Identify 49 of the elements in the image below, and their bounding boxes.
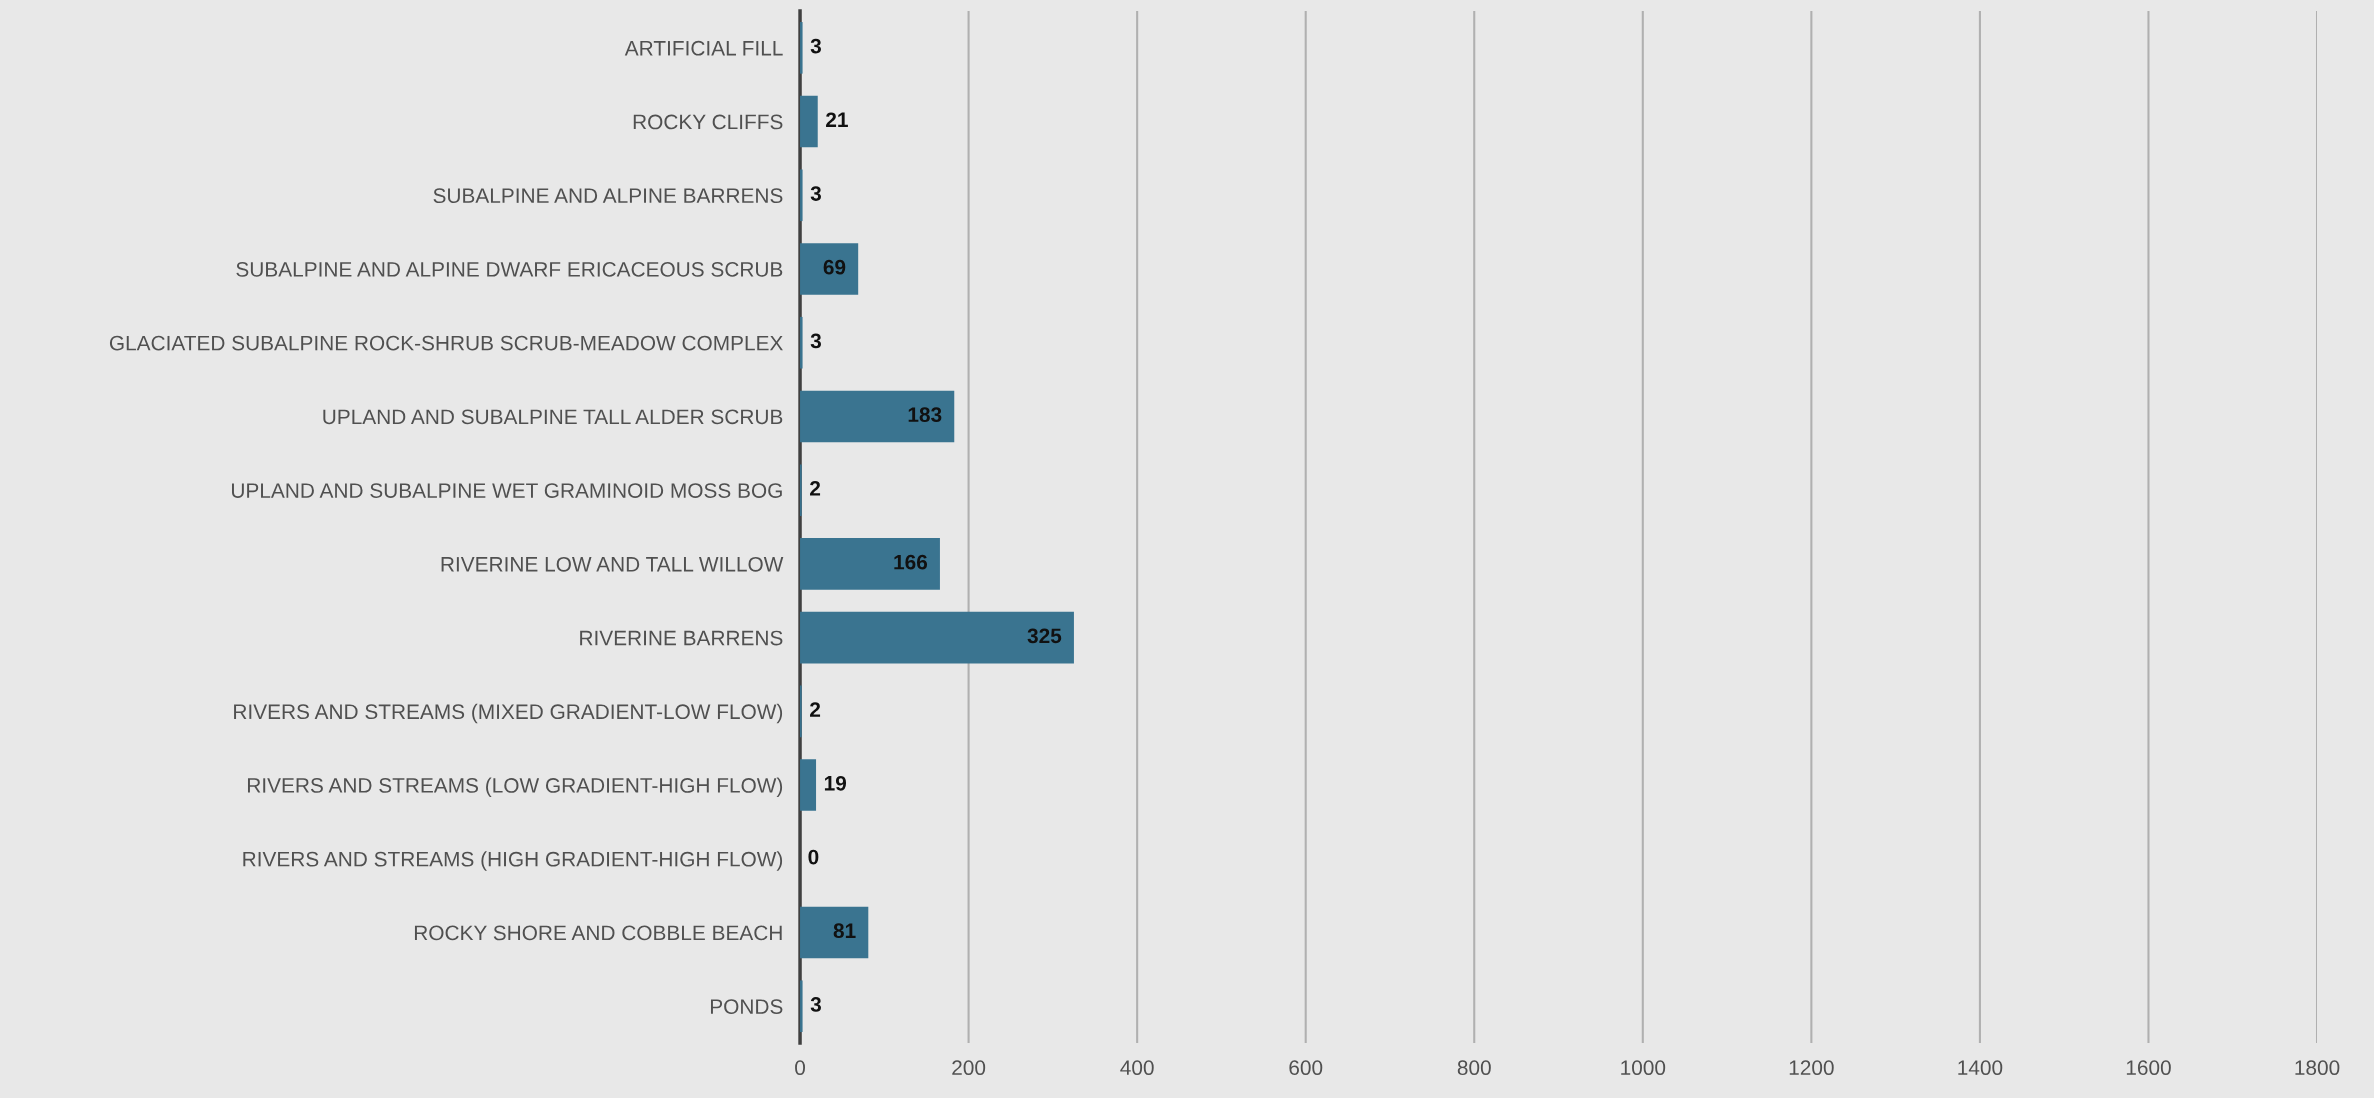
data-label: 3: [810, 186, 821, 201]
y-tick-label: RIVERINE BARRENS: [580, 630, 783, 646]
data-label: 19: [824, 775, 847, 791]
x-tick-label: 200: [952, 1060, 986, 1076]
bar: [800, 538, 940, 590]
x-tick-label: 800: [1457, 1060, 1491, 1076]
data-label: 2: [810, 702, 821, 717]
bar: [800, 169, 803, 222]
data-label: 3: [810, 333, 821, 349]
y-tick-label: SUBALPINE AND ALPINE BARRENS: [433, 188, 783, 204]
bar: [800, 611, 1074, 664]
bar: [800, 316, 803, 369]
x-tick-label: 1200: [1789, 1060, 1834, 1076]
y-tick-label: PONDS: [710, 999, 783, 1014]
bar: [800, 22, 803, 74]
y-tick-label: RIVERS AND STREAMS (MIXED GRADIENT-LOW FLOW): [234, 703, 783, 724]
x-tick-label: 1000: [1621, 1060, 1666, 1076]
x-tick-label: 1800: [2295, 1060, 2340, 1076]
x-tick-label: 1600: [2126, 1060, 2171, 1076]
y-tick-label: RIVERINE LOW AND TALL WILLOW: [441, 556, 784, 572]
data-label: 183: [908, 407, 942, 423]
bar: [800, 906, 869, 959]
bar: [800, 95, 818, 148]
data-label: 2: [810, 481, 821, 496]
y-tick-label: GLACIATED SUBALPINE ROCK-SHRUB SCRUB-MEADOW COMPLEX: [109, 335, 783, 351]
y-tick-label: SUBALPINE AND ALPINE DWARF ERICACEOUS SCRUB: [236, 262, 783, 277]
y-tick-label: RIVERS AND STREAMS (HIGH GRADIENT-HIGH FLOW): [243, 851, 783, 871]
bar: [800, 759, 817, 811]
data-label: 69: [823, 259, 846, 275]
data-label: 0: [808, 849, 819, 865]
bar: [800, 390, 955, 443]
y-tick-label: ROCKY CLIFFS: [633, 114, 783, 130]
y-tick-label: ARTIFICIAL FILL: [624, 40, 783, 56]
data-label: 3: [810, 997, 821, 1012]
bar: [800, 980, 803, 1033]
x-tick-label: 600: [1289, 1060, 1323, 1076]
data-label: 21: [826, 112, 848, 127]
y-tick-label: ROCKY SHORE AND COBBLE BEACH: [414, 925, 782, 941]
y-tick-label: RIVERS AND STREAMS (LOW GRADIENT-HIGH FLOW): [247, 777, 783, 797]
x-tick-label: 0: [795, 1060, 806, 1076]
x-tick-label: 400: [1120, 1060, 1154, 1076]
data-label: 325: [1027, 628, 1062, 644]
x-tick-label: 1400: [1958, 1060, 2003, 1076]
y-tick-label: UPLAND AND SUBALPINE TALL ALDER SCRUB: [323, 409, 783, 425]
data-label: 166: [894, 554, 928, 570]
y-tick-label: UPLAND AND SUBALPINE WET GRAMINOID MOSS BOG: [232, 483, 782, 498]
data-label: 3: [810, 38, 821, 54]
bar: [800, 243, 859, 295]
data-label: 81: [833, 923, 856, 939]
